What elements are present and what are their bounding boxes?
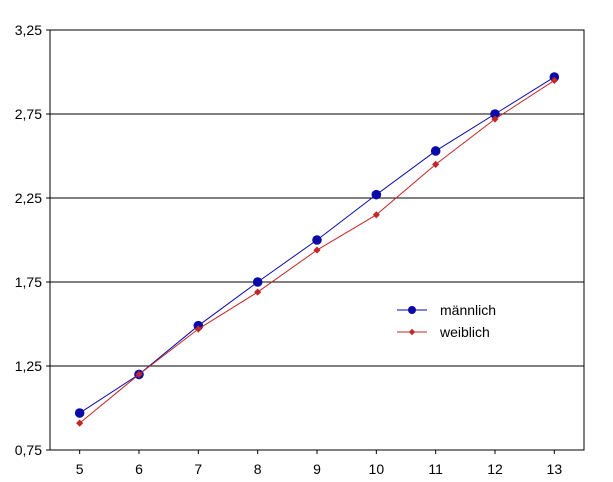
x-tick-label: 11 [428, 461, 443, 477]
y-tick-label: 0,75 [15, 442, 42, 458]
x-tick-label: 6 [135, 461, 143, 477]
legend: männlich weiblich [397, 302, 496, 340]
data-point [550, 76, 558, 84]
data-point [252, 277, 263, 287]
series-group [74, 72, 560, 427]
data-point [371, 189, 382, 200]
x-tick-label: 13 [547, 461, 563, 477]
legend-item: weiblich [397, 324, 490, 340]
x-tick-label: 10 [369, 461, 385, 477]
data-point [491, 115, 499, 123]
x-axis-ticks: 5 6 7 8 9 10 11 12 13 [76, 450, 563, 477]
data-point [430, 146, 441, 156]
data-point [372, 211, 380, 219]
legend-marker [408, 306, 416, 314]
legend-label: männlich [440, 302, 496, 318]
legend-marker [408, 328, 416, 336]
data-point [432, 160, 440, 168]
legend-label: weiblich [439, 324, 490, 340]
data-point [135, 370, 143, 378]
data-point [74, 408, 85, 418]
gridlines [50, 113, 584, 367]
data-point [76, 419, 84, 427]
x-tick-label: 8 [254, 461, 262, 477]
x-tick-label: 5 [76, 461, 84, 477]
y-tick-label: 1,75 [15, 274, 42, 290]
x-tick-label: 7 [194, 461, 202, 477]
data-point [490, 109, 500, 119]
data-point [313, 246, 321, 254]
data-point [312, 235, 322, 245]
legend-item: männlich [397, 302, 496, 318]
data-point [254, 288, 262, 296]
y-tick-label: 2,25 [15, 190, 42, 206]
y-tick-label: 1,25 [15, 358, 42, 374]
data-point [194, 325, 202, 333]
y-tick-label: 3,25 [15, 22, 42, 38]
y-tick-label: 2,75 [15, 106, 42, 122]
x-tick-label: 9 [313, 461, 321, 477]
series-weiblich [76, 76, 558, 427]
x-tick-label: 12 [487, 461, 503, 477]
y-axis-ticks: 0,75 1,25 1,75 2,25 2,75 3,25 [15, 22, 50, 458]
